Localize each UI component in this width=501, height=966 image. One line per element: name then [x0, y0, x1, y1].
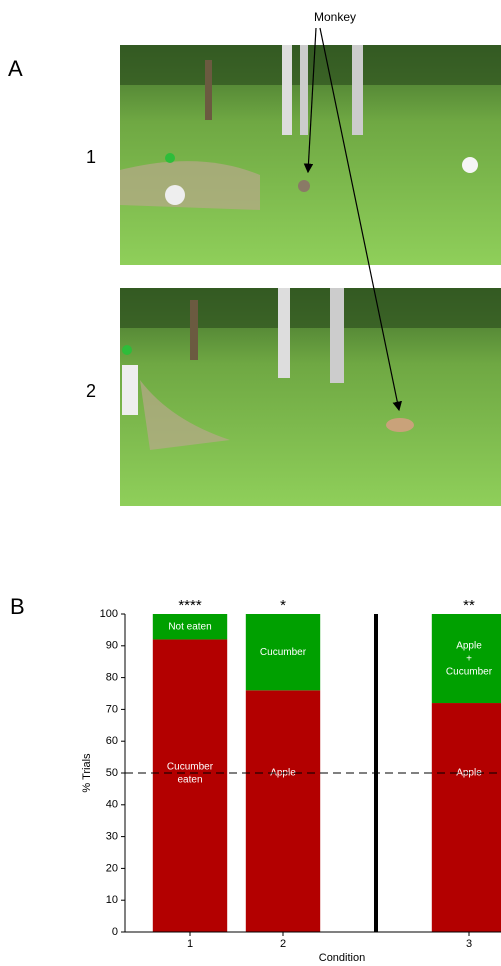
- segment-label: Not eaten: [168, 621, 211, 632]
- significance: **: [463, 597, 475, 614]
- bar-segment: [246, 690, 320, 932]
- row-label: 1: [86, 147, 96, 167]
- row-label: 2: [86, 381, 96, 401]
- photo: [120, 288, 501, 506]
- bar-segment: [153, 639, 227, 932]
- significance: ****: [178, 597, 202, 614]
- y-tick-label: 30: [106, 831, 118, 843]
- annotation: Monkey: [314, 10, 356, 24]
- significance: *: [280, 597, 286, 614]
- panel-label: A: [8, 56, 23, 81]
- y-tick-label: 60: [106, 735, 118, 747]
- x-tick-label: 2: [280, 938, 286, 950]
- y-tick-label: 100: [100, 608, 118, 620]
- x-tick-label: 3: [466, 938, 472, 950]
- y-tick-label: 70: [106, 703, 118, 715]
- figure: A Monkey 1 2 B 0 10 20 30 40 50 60 70 80 90 100 1 Cu…: [0, 0, 501, 966]
- bar-segment: [432, 703, 501, 932]
- y-tick-label: 90: [106, 640, 118, 652]
- x-tick-label: 1: [187, 938, 193, 950]
- y-tick-label: 20: [106, 862, 118, 874]
- y-tick-label: 10: [106, 894, 118, 906]
- panel-label: B: [10, 594, 25, 619]
- photo: [120, 45, 501, 265]
- segment-label: Cucumber: [260, 647, 307, 658]
- x-axis-label: Condition: [319, 952, 365, 964]
- y-tick-label: 40: [106, 799, 118, 811]
- y-tick-label: 50: [106, 767, 118, 779]
- y-tick-label: 0: [112, 926, 118, 938]
- y-axis-label: % Trials: [81, 753, 93, 793]
- y-tick-label: 80: [106, 672, 118, 684]
